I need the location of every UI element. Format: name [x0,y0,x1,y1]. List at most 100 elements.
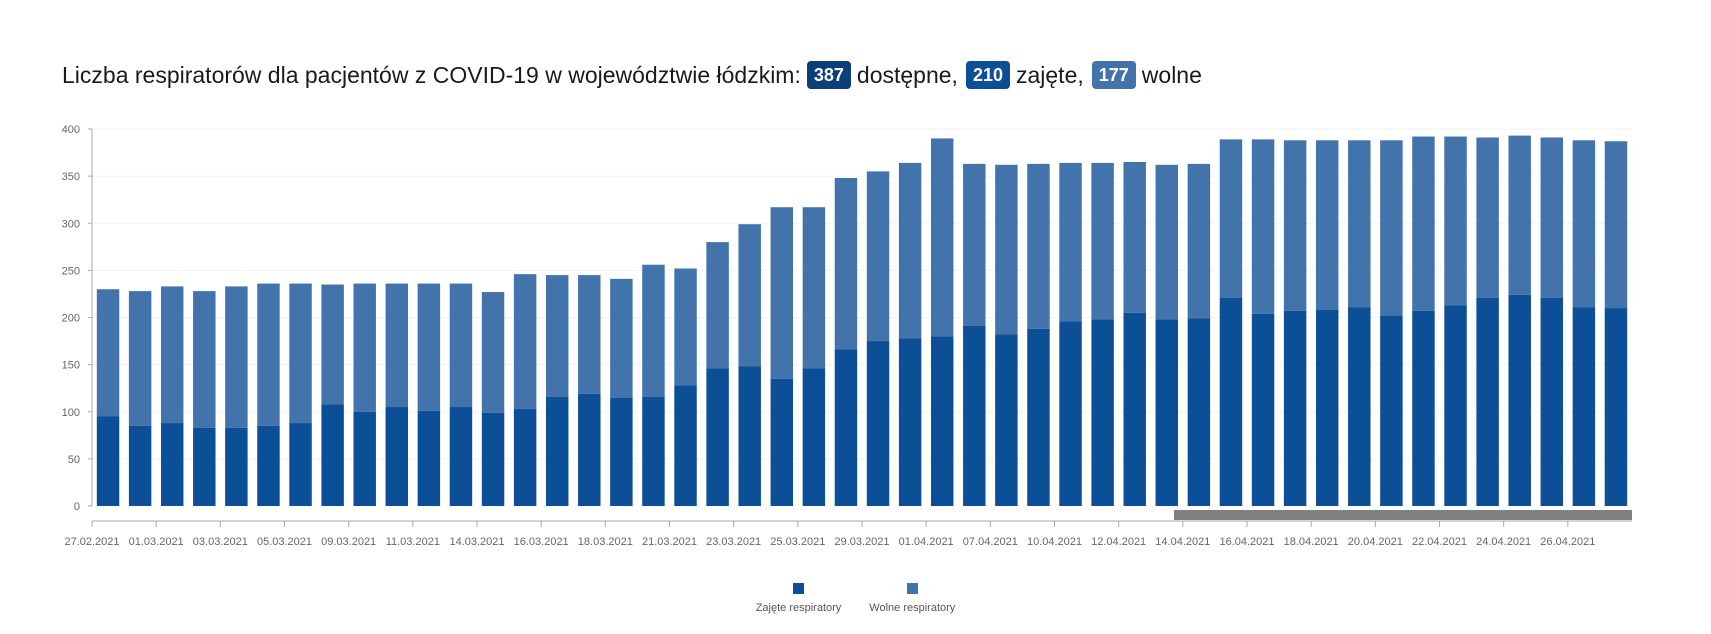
bar-free[interactable] [193,291,216,428]
bar-free[interactable] [1604,141,1628,309]
bar-occupied[interactable] [1572,307,1596,506]
bar-occupied[interactable] [1348,307,1371,506]
bar-occupied[interactable] [1540,297,1564,506]
bar-occupied[interactable] [225,427,248,506]
bar-occupied[interactable] [481,412,505,506]
bar-free[interactable] [1283,140,1307,311]
bar-free[interactable] [513,274,537,409]
bar-free[interactable] [1540,137,1564,298]
bar-occupied[interactable] [449,407,473,506]
bar-occupied[interactable] [1155,319,1179,506]
bar-free[interactable] [674,268,697,386]
bar-free[interactable] [834,178,858,350]
bar-occupied[interactable] [1412,310,1435,506]
bar-free[interactable] [353,283,376,412]
bar-free[interactable] [289,283,312,424]
bar-free[interactable] [1476,137,1499,298]
bar-occupied[interactable] [1027,328,1050,506]
bar-occupied[interactable] [321,404,344,506]
bar-free[interactable] [96,289,120,417]
bar-occupied[interactable] [802,368,826,506]
bar-occupied[interactable] [930,336,954,506]
bar-occupied[interactable] [417,410,441,506]
bar-occupied[interactable] [96,416,120,506]
bar-free[interactable] [449,283,473,408]
bar-occupied[interactable] [1059,321,1082,506]
bar-occupied[interactable] [193,427,216,506]
bar-free[interactable] [417,283,441,411]
bar-free[interactable] [1123,161,1146,313]
scrollbar-thumb[interactable] [1174,510,1632,520]
bar-occupied[interactable] [770,378,794,506]
bar-free[interactable] [578,275,601,394]
bar-free[interactable] [802,207,826,369]
bar-free[interactable] [706,242,729,369]
bar-free[interactable] [770,207,794,379]
bar-occupied[interactable] [674,385,697,506]
bar-occupied[interactable] [385,407,409,506]
bar-occupied[interactable] [642,396,665,506]
bar-free[interactable] [1187,163,1211,319]
bar-free[interactable] [1059,162,1082,322]
bar-free[interactable] [545,275,569,397]
bar-free[interactable] [385,283,409,408]
bar-occupied[interactable] [1187,318,1211,506]
bar-free[interactable] [930,138,954,337]
bar-occupied[interactable] [513,408,537,506]
bar-free[interactable] [225,286,248,428]
bar-free[interactable] [1348,140,1371,308]
bar-free[interactable] [642,264,665,397]
bar-free[interactable] [1155,164,1179,320]
bar-occupied[interactable] [160,423,184,506]
bar-occupied[interactable] [1219,297,1243,506]
bar-free[interactable] [738,224,761,367]
bar-occupied[interactable] [706,368,729,506]
bar-free[interactable] [1444,136,1467,306]
bar-free[interactable] [1508,135,1531,295]
bar-occupied[interactable] [1283,310,1307,506]
bar-occupied[interactable] [257,425,280,506]
bar-free[interactable] [866,171,890,342]
bar-free[interactable] [610,278,633,398]
bar-occupied[interactable] [898,338,922,506]
bar-free[interactable] [963,163,986,326]
bar-free[interactable] [1412,136,1435,311]
bar-occupied[interactable] [353,411,376,506]
bar-occupied[interactable] [834,349,858,506]
bar-free[interactable] [1380,140,1403,316]
bar-free[interactable] [321,284,344,405]
bar-occupied[interactable] [1123,312,1146,506]
bar-occupied[interactable] [866,341,890,506]
bar-occupied[interactable] [289,423,312,506]
bar-free[interactable] [1027,163,1050,329]
bar-occupied[interactable] [578,393,601,506]
bar-free[interactable] [160,286,184,424]
bar-occupied[interactable] [738,366,761,506]
bar-free[interactable] [1572,140,1596,308]
bar-occupied[interactable] [1604,308,1628,506]
bar-occupied[interactable] [1091,319,1114,506]
bar-occupied[interactable] [128,425,152,506]
bar-occupied[interactable] [1444,305,1467,506]
bar-occupied[interactable] [610,397,633,506]
bar-occupied[interactable] [963,325,986,506]
bar-free[interactable] [1315,140,1339,310]
available-label: dostępne, [856,61,958,88]
bar-occupied[interactable] [545,396,569,506]
bar-free[interactable] [1091,162,1114,320]
bar-free[interactable] [257,283,280,426]
legend-item-occupied[interactable]: Zajęte respiratory [756,583,841,614]
bar-occupied[interactable] [995,334,1018,506]
bar-free[interactable] [995,164,1018,335]
bar-free[interactable] [898,162,922,339]
bar-occupied[interactable] [1315,309,1339,506]
bar-occupied[interactable] [1251,313,1275,506]
bar-free[interactable] [481,292,505,413]
bar-occupied[interactable] [1476,297,1499,506]
bar-free[interactable] [1251,139,1275,314]
legend-item-free[interactable]: Wolne respiratory [869,583,955,614]
bar-occupied[interactable] [1508,294,1531,506]
bar-free[interactable] [128,291,152,426]
bar-free[interactable] [1219,139,1243,298]
bar-occupied[interactable] [1380,315,1403,506]
